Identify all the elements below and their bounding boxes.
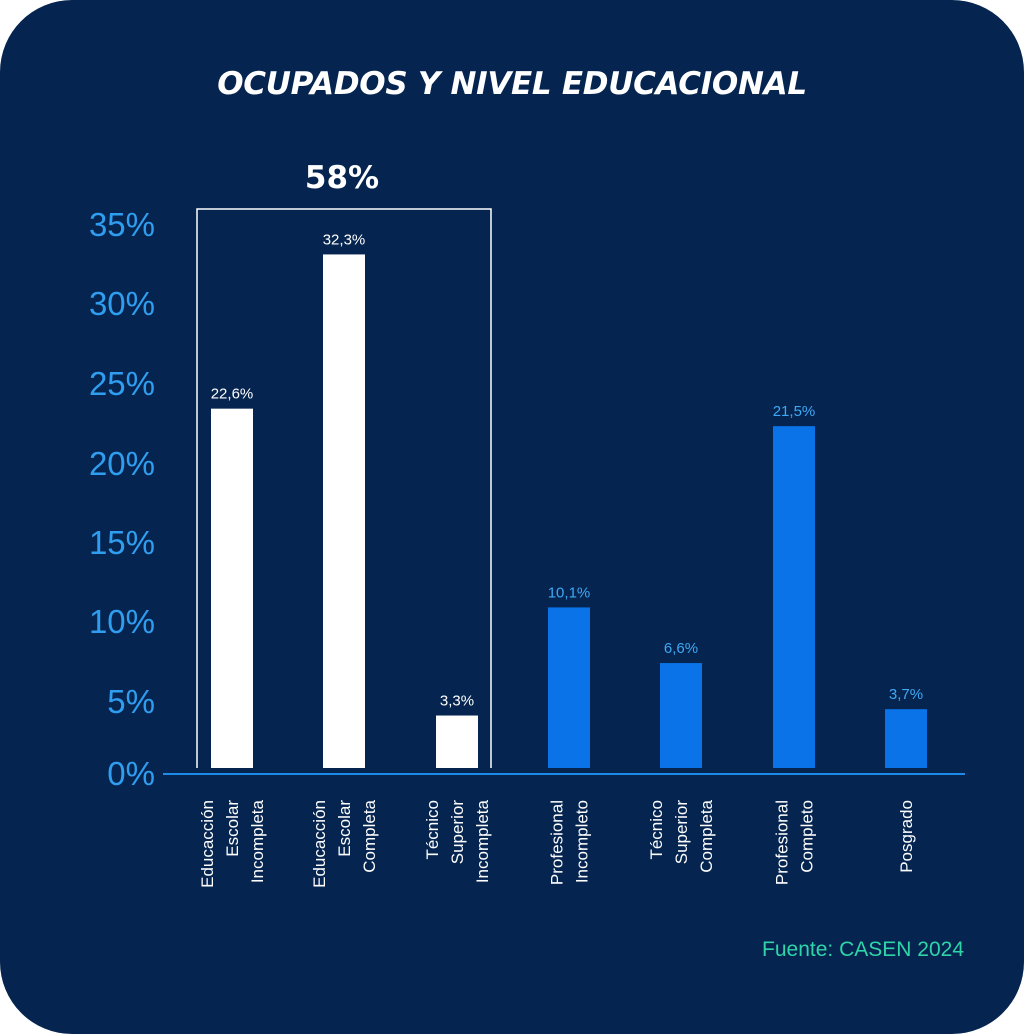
bar-value-label: 22,6% (211, 386, 254, 403)
x-tick-label-line: Profesional (773, 800, 792, 885)
x-tick-label-line: Técnico (423, 800, 442, 860)
bar (885, 709, 927, 768)
y-tick-label: 5% (107, 683, 155, 720)
x-tick-label-line: Escolar (223, 800, 242, 857)
y-tick-label: 35% (89, 206, 155, 243)
x-tick-label: Profesional Completo (773, 800, 817, 885)
x-tick-label: Educacción Escolar Completa (310, 799, 379, 887)
x-tick-label: Posgrado (897, 800, 916, 873)
x-tick-label-line: Incompleta (248, 799, 267, 883)
bar-value-label: 32,3% (323, 231, 366, 248)
x-tick-label-line: Educacción (198, 800, 217, 888)
y-tick-label: 15% (89, 524, 155, 561)
y-tick-label: 20% (89, 445, 155, 482)
y-tick-label: 10% (89, 603, 155, 640)
x-tick-label: Educacción Escolar Incompleta (198, 799, 267, 887)
x-tick-label-line: Incompleto (573, 800, 592, 883)
highlight-bracket (196, 208, 492, 768)
bar (436, 715, 478, 768)
x-tick-label: Técnico Superior Completa (647, 799, 716, 872)
x-tick-label-line: Superior (448, 800, 467, 865)
chart-title: OCUPADOS Y NIVEL EDUCACIONAL (217, 66, 807, 102)
bar (660, 663, 702, 768)
y-tick-label: 0% (107, 755, 155, 792)
bar (211, 408, 253, 768)
x-tick-label: Profesional Incompleto (548, 800, 592, 885)
y-tick-label: 25% (89, 365, 155, 402)
bar-value-label: 21,5% (773, 403, 816, 420)
bar-value-label: 3,3% (440, 693, 474, 710)
bar (548, 607, 590, 768)
x-tick-label-line: Completo (798, 800, 817, 873)
x-tick-label-line: Posgrado (897, 800, 916, 873)
x-tick-label-line: Superior (672, 800, 691, 865)
x-tick-label-line: Completa (697, 799, 716, 872)
bar (323, 254, 365, 768)
y-tick-label: 30% (89, 285, 155, 322)
bar-value-label: 10,1% (548, 584, 591, 601)
x-tick-label-line: Escolar (335, 800, 354, 857)
bar-value-label: 6,6% (664, 640, 698, 657)
x-tick-label: Técnico Superior Incompleta (423, 799, 492, 883)
bar-value-label: 3,7% (889, 686, 923, 703)
bar (773, 426, 815, 768)
x-tick-label-line: Técnico (647, 800, 666, 860)
source-note: Fuente: CASEN 2024 (762, 938, 964, 961)
highlight-total-label: 58% (305, 160, 379, 196)
x-tick-label-line: Educacción (310, 800, 329, 888)
x-tick-label-line: Completa (360, 799, 379, 872)
x-tick-label-line: Profesional (548, 800, 567, 885)
x-tick-label-line: Incompleta (473, 799, 492, 883)
